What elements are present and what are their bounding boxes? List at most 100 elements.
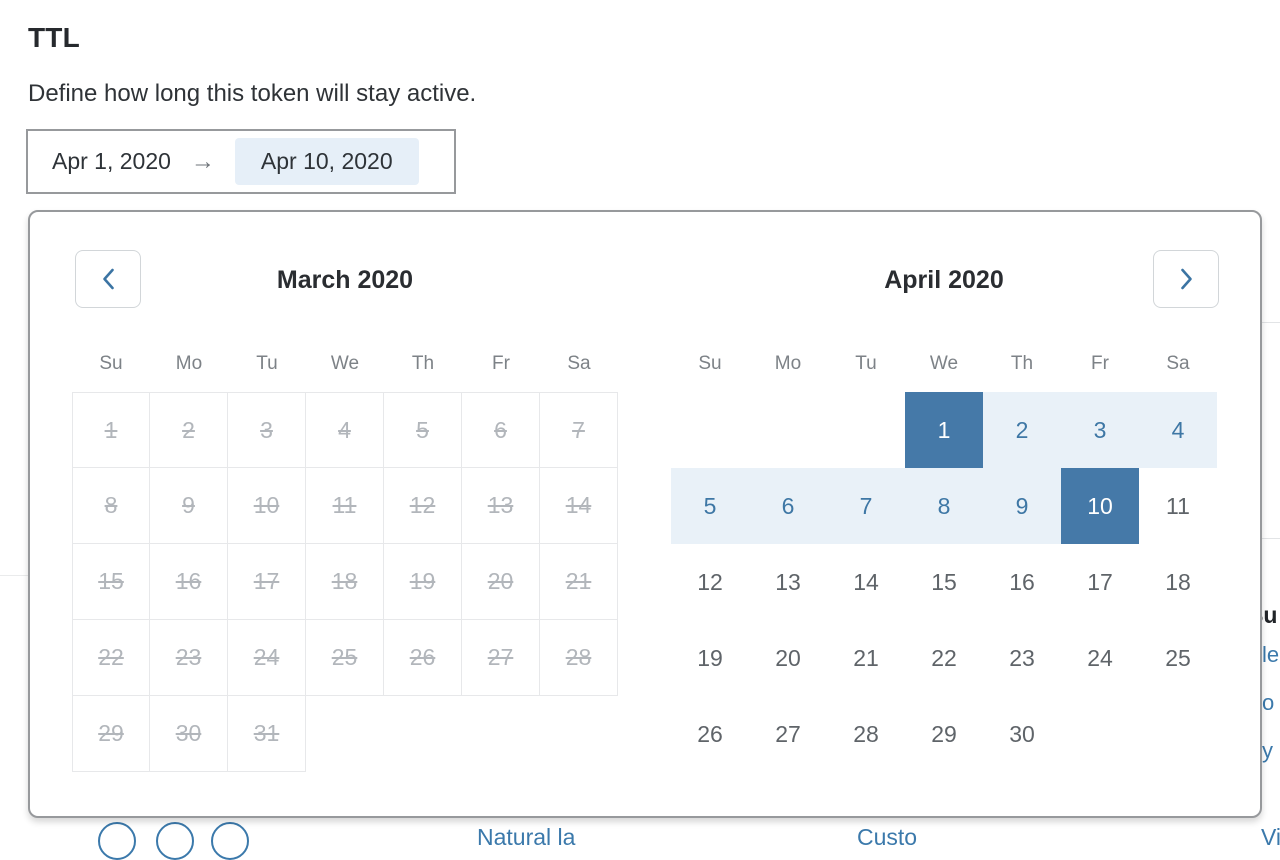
april-day[interactable]: 15 [931, 568, 957, 595]
chevron-left-icon [102, 268, 114, 290]
april-day[interactable]: 3 [1061, 392, 1139, 468]
background-divider [1248, 322, 1280, 323]
march-day: 16 [150, 544, 228, 620]
month-title-april: April 2020 [884, 265, 1004, 294]
background-link-fragment[interactable]: Custo [857, 824, 918, 850]
april-day[interactable]: 5 [671, 468, 749, 544]
april-day[interactable]: 26 [697, 720, 723, 747]
date-range-input[interactable]: Apr 1, 2020 → Apr 10, 2020 [26, 129, 456, 194]
march-day: 1 [72, 392, 150, 468]
march-day: 29 [72, 696, 150, 772]
arrow-right-icon: → [190, 147, 215, 175]
april-day[interactable]: 14 [853, 568, 879, 595]
march-day: 27 [462, 620, 540, 696]
background-divider [1248, 538, 1280, 539]
april-day[interactable]: 24 [1087, 644, 1113, 671]
empty-day-cell [671, 392, 749, 468]
march-day: 31 [228, 696, 306, 772]
march-day: 2 [150, 392, 228, 468]
march-day: 8 [72, 468, 150, 544]
background-link-fragment[interactable]: le [1262, 642, 1280, 667]
april-day[interactable]: 29 [931, 720, 957, 747]
march-day: 10 [228, 468, 306, 544]
march-day: 24 [228, 620, 306, 696]
empty-day-cell [827, 392, 905, 468]
april-day[interactable]: 9 [983, 468, 1061, 544]
april-day[interactable]: 13 [775, 568, 801, 595]
march-day: 7 [540, 392, 618, 468]
weekday-label: Th [1010, 353, 1034, 374]
march-day: 3 [228, 392, 306, 468]
weekday-label: Th [411, 353, 435, 374]
april-day[interactable]: 10 [1061, 468, 1139, 544]
april-day[interactable]: 1 [905, 392, 983, 468]
march-day: 9 [150, 468, 228, 544]
april-day[interactable]: 16 [1009, 568, 1035, 595]
circle-button[interactable] [156, 822, 194, 860]
march-day: 11 [306, 468, 384, 544]
march-day: 15 [72, 544, 150, 620]
weekday-label: Fr [492, 353, 510, 374]
march-day: 5 [384, 392, 462, 468]
background-link-fragment[interactable]: o [1262, 690, 1275, 715]
march-day: 26 [384, 620, 462, 696]
april-day[interactable]: 30 [1009, 720, 1035, 747]
march-day: 18 [306, 544, 384, 620]
weekday-label: Mo [774, 353, 802, 374]
calendar-grid-march: 1 2 3 4 5 6 7 8 9 10 11 12 13 14 15 16 17 18 19 20 21 22 23 24 2… [72, 392, 618, 772]
april-day[interactable]: 7 [827, 468, 905, 544]
page-title: TTL [28, 22, 80, 53]
start-date-value[interactable]: Apr 1, 2020 [52, 148, 171, 174]
april-day[interactable]: 12 [697, 568, 723, 595]
weekday-label: Sa [1166, 353, 1190, 374]
april-day[interactable]: 21 [853, 644, 879, 671]
april-day[interactable]: 20 [775, 644, 801, 671]
circle-button[interactable] [211, 822, 249, 860]
weekday-label: Su [698, 353, 722, 374]
weekday-label: We [330, 353, 360, 374]
april-day[interactable]: 17 [1087, 568, 1113, 595]
april-day[interactable]: 23 [1009, 644, 1035, 671]
weekday-header-april: Su Mo Tu We Th Fr Sa [671, 348, 1217, 380]
april-day[interactable]: 8 [905, 468, 983, 544]
march-day: 21 [540, 544, 618, 620]
march-day: 30 [150, 696, 228, 772]
april-day[interactable]: 2 [983, 392, 1061, 468]
march-day: 19 [384, 544, 462, 620]
weekday-label: Tu [256, 353, 278, 374]
march-day: 28 [540, 620, 618, 696]
background-link-fragment[interactable]: Vi [1261, 824, 1280, 850]
date-picker-popup: March 2020 April 2020 Su Mo Tu We Th Fr Sa Su M… [28, 210, 1262, 818]
weekday-label: Mo [175, 353, 203, 374]
background-link-fragment[interactable]: y [1262, 738, 1273, 763]
weekday-label: We [929, 353, 959, 374]
march-day: 12 [384, 468, 462, 544]
april-day[interactable]: 22 [931, 644, 957, 671]
page-description: Define how long this token will stay act… [28, 80, 477, 107]
march-day: 17 [228, 544, 306, 620]
calendar-grid-april: 1 2 3 4 5 6 7 8 9 10 11 12 13 14 15 16 17 18 19 20 21 22 23 24 2… [671, 392, 1217, 772]
april-day[interactable]: 6 [749, 468, 827, 544]
background-divider [0, 575, 30, 576]
next-month-button[interactable] [1153, 250, 1219, 308]
march-day: 13 [462, 468, 540, 544]
weekday-header-march: Su Mo Tu We Th Fr Sa [72, 348, 618, 380]
march-day: 25 [306, 620, 384, 696]
circle-button[interactable] [98, 822, 136, 860]
april-day[interactable]: 27 [775, 720, 801, 747]
background-link-fragment[interactable]: Natural la [477, 824, 576, 850]
april-day[interactable]: 4 [1139, 392, 1217, 468]
weekday-label: Tu [855, 353, 877, 374]
april-day[interactable]: 25 [1165, 644, 1191, 671]
april-day[interactable]: 18 [1165, 568, 1191, 595]
march-day: 22 [72, 620, 150, 696]
chevron-right-icon [1180, 268, 1192, 290]
april-day[interactable]: 11 [1166, 492, 1190, 519]
end-date-value[interactable]: Apr 10, 2020 [234, 138, 419, 185]
weekday-label: Su [99, 353, 123, 374]
march-day: 14 [540, 468, 618, 544]
month-title-march: March 2020 [276, 265, 414, 294]
april-day[interactable]: 28 [853, 720, 879, 747]
april-day[interactable]: 19 [697, 644, 723, 671]
previous-month-button[interactable] [75, 250, 141, 308]
